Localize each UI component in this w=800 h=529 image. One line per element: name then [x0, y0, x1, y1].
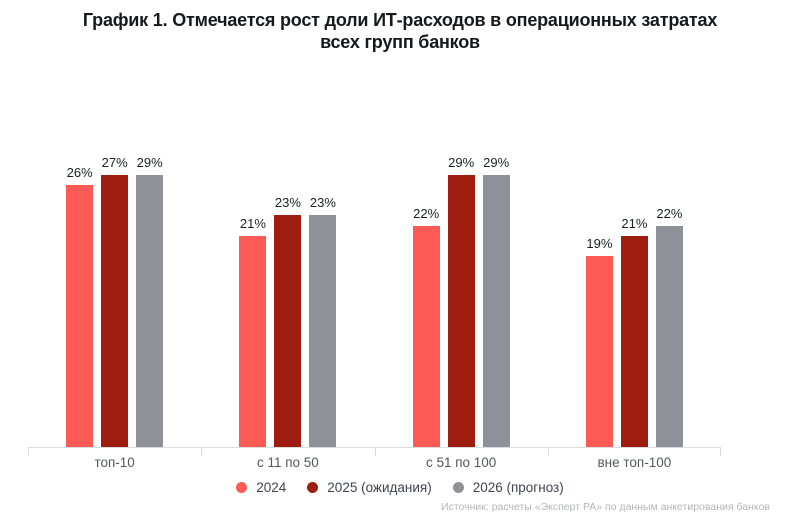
axis-tick	[201, 448, 203, 456]
bar-series-2026	[136, 175, 164, 447]
category-label-4: вне топ-100	[597, 455, 672, 470]
bar-series-2026	[309, 215, 337, 447]
category-label-2: с 11 по 50	[256, 455, 319, 470]
bar-series-2026	[655, 225, 683, 447]
bar-series-2025	[620, 235, 648, 447]
legend-item-2026: 2026 (прогноз)	[452, 480, 564, 495]
legend-label-2024: 2024	[256, 480, 287, 495]
bar-with-label: 19%	[585, 155, 613, 447]
legend-label-2026: 2026 (прогноз)	[472, 480, 564, 495]
bar-series-2026	[482, 175, 510, 447]
value-label-2025: 23%	[274, 195, 301, 211]
value-label-2024: 26%	[66, 165, 93, 181]
bar-series-2025	[447, 175, 475, 447]
category-label-1: топ-10	[94, 455, 135, 470]
chart-title: График 1. Отмечается рост доли ИТ-расход…	[0, 9, 800, 53]
value-label-2026: 22%	[656, 205, 683, 221]
value-label-2026: 29%	[483, 155, 510, 170]
bar-series-2024	[66, 185, 94, 447]
axis-tick	[28, 448, 29, 456]
bar-with-label: 23%	[274, 155, 302, 447]
bar-group-4: 19% 21% 22%	[548, 155, 721, 447]
bar-with-label: 29%	[447, 155, 475, 447]
value-label-2024: 21%	[239, 215, 266, 231]
bar-with-label: 22%	[412, 155, 440, 447]
chart-title-line2: всех групп банков	[320, 32, 480, 52]
value-label-2024: 19%	[586, 235, 613, 251]
bar-with-label: 27%	[101, 155, 129, 447]
axis-tick	[374, 448, 376, 456]
bar-with-label: 21%	[239, 155, 267, 447]
bar-chart-plot-area: 26% 27% 29% 21% 23% 23% 22% 29% 29% 19% 21% 22%	[28, 155, 721, 447]
legend-dot-2024	[236, 482, 248, 493]
bar-with-label: 26%	[66, 155, 94, 447]
value-label-2025: 29%	[448, 155, 475, 170]
value-label-2025: 21%	[621, 215, 648, 231]
bar-with-label: 29%	[136, 155, 164, 447]
legend-item-2024: 2024	[236, 480, 286, 495]
x-axis-category-labels: топ-10 с 11 по 50 с 51 по 100 вне топ-100	[28, 455, 721, 470]
bar-group-2: 21% 23% 23%	[201, 155, 374, 447]
bar-series-2025	[101, 175, 129, 447]
bar-with-label: 29%	[482, 155, 510, 447]
value-label-2026: 23%	[309, 195, 336, 211]
axis-tick	[720, 448, 721, 456]
axis-tick	[547, 448, 549, 456]
bar-with-label: 22%	[655, 155, 683, 447]
category-label-3: с 51 по 100	[425, 455, 497, 470]
value-label-2025: 27%	[101, 155, 128, 171]
x-axis-line	[28, 447, 721, 456]
legend-item-2025: 2025 (ожидания)	[307, 480, 432, 495]
value-label-2026: 29%	[136, 155, 163, 170]
bar-group-1: 26% 27% 29%	[28, 155, 201, 447]
bar-series-2024	[239, 235, 267, 447]
bar-series-2024	[412, 225, 440, 447]
value-label-2024: 22%	[413, 205, 440, 221]
bar-series-2025	[274, 215, 302, 447]
bar-with-label: 23%	[309, 155, 337, 447]
legend-dot-2026	[452, 482, 464, 493]
bar-group-3: 22% 29% 29%	[375, 155, 548, 447]
bar-with-label: 21%	[620, 155, 648, 447]
chart-title-line1: График 1. Отмечается рост доли ИТ-расход…	[82, 10, 718, 30]
legend-label-2025: 2025 (ожидания)	[327, 480, 432, 495]
bar-series-2024	[585, 255, 613, 447]
legend-dot-2025	[307, 482, 319, 493]
legend: 2024 2025 (ожидания) 2026 (прогноз)	[0, 480, 800, 495]
source-note: Источник: расчеты «Эксперт РА» по данным…	[441, 501, 770, 513]
